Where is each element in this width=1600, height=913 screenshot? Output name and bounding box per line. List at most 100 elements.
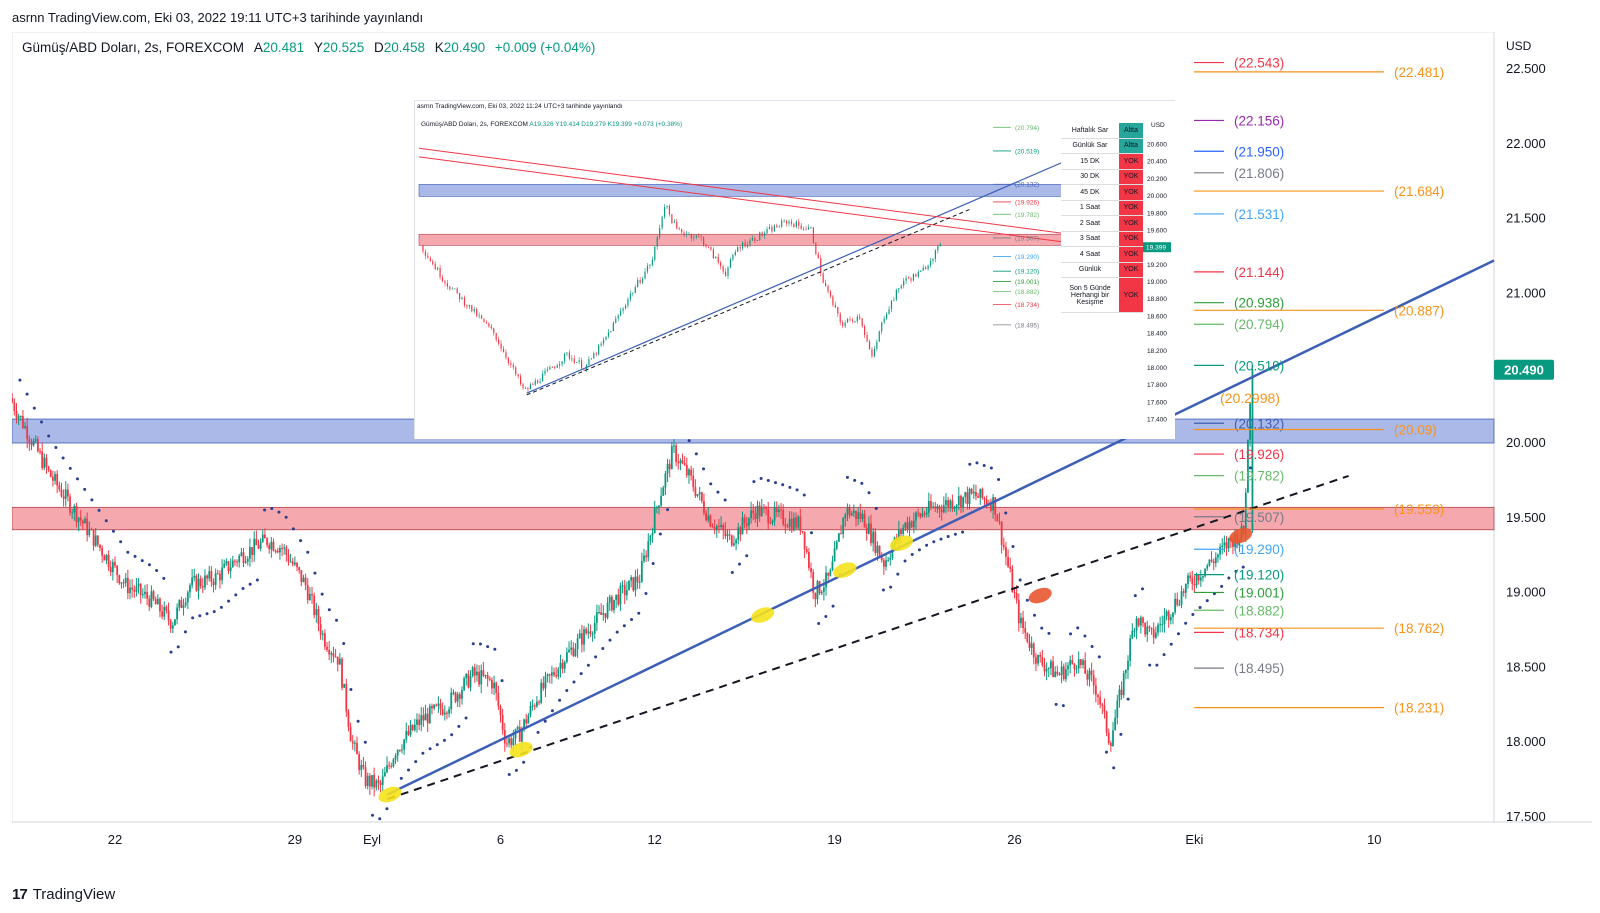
inset-level-label: (18.882) — [1015, 289, 1039, 296]
inset-candle-body — [629, 293, 631, 300]
candle-body — [1041, 656, 1044, 665]
signal-row: Son 5 Günde Herhangi bir Kesişme YOK — [1061, 277, 1143, 313]
candle-body — [651, 532, 654, 536]
candle-body — [720, 524, 722, 527]
candle-body — [242, 552, 245, 563]
symbol-legend[interactable]: Gümüş/ABD Doları, 2s, FOREXCOM A20.481 Y… — [22, 40, 595, 55]
sar-dot — [1004, 511, 1008, 515]
sar-dot — [399, 776, 403, 780]
inset-candle-body — [659, 228, 661, 238]
signal-name: 30 DK — [1061, 169, 1119, 185]
candle-body — [368, 775, 371, 787]
x-tick-label: 22 — [108, 832, 122, 847]
sar-dot — [313, 571, 317, 575]
candle-body — [1026, 632, 1029, 642]
candle-body — [210, 571, 213, 582]
inset-candle-body — [710, 246, 712, 250]
sar-dot — [219, 605, 223, 609]
candle-body — [861, 513, 864, 520]
candle-body — [1142, 617, 1144, 623]
candle-body — [889, 557, 892, 560]
candle-body — [41, 451, 44, 468]
candle-body — [1150, 627, 1153, 630]
candle-body — [347, 711, 350, 728]
candle-body — [56, 474, 59, 486]
sar-dot — [1112, 766, 1116, 770]
inset-candle-body — [673, 221, 675, 223]
candle-body — [1172, 612, 1174, 618]
candle-body — [1244, 492, 1247, 534]
level-label: (19.120) — [1234, 568, 1284, 583]
sar-dot — [1018, 578, 1022, 582]
candle-body — [351, 741, 354, 744]
candle-body — [1007, 556, 1009, 567]
candle-body — [1071, 660, 1074, 664]
candle-body — [148, 598, 151, 607]
candle-body — [810, 567, 812, 573]
sar-dot — [558, 698, 562, 702]
candle-body — [482, 670, 485, 676]
inset-candle-body — [934, 250, 936, 260]
sar-dot — [738, 562, 742, 566]
sar-dot — [83, 487, 87, 491]
candle-body — [540, 682, 543, 703]
sar-dot — [1105, 750, 1109, 754]
dashed-trendline — [387, 474, 1349, 800]
candle-body — [291, 561, 294, 565]
tradingview-logo[interactable]: 17 TradingView — [12, 886, 115, 903]
inset-candle-body — [707, 246, 710, 248]
candle-body — [448, 709, 450, 714]
candle-body — [99, 544, 101, 548]
chart-frame[interactable]: USD 17.500 18.000 18.500 19.000 19.500 20.000 2… — [12, 32, 1592, 878]
inset-level-label: (19.507) — [1015, 235, 1039, 242]
candle-body — [563, 661, 566, 669]
candle-body — [30, 442, 33, 446]
signal-status: YOK — [1119, 246, 1143, 263]
y-tick-label: 20.000 — [1506, 435, 1546, 450]
candle-body — [1176, 598, 1179, 605]
candle-body — [518, 726, 521, 742]
candle-body — [396, 750, 399, 756]
candle-body — [876, 545, 879, 553]
candle-body — [919, 513, 922, 517]
inset-candle-body — [820, 258, 822, 274]
candle-body — [805, 549, 808, 552]
sar-dot — [263, 508, 267, 512]
candle-body — [593, 622, 596, 634]
candle-body — [146, 591, 149, 599]
inset-candle-body — [510, 363, 512, 365]
inset-y-tick-label: 20.400 — [1147, 159, 1167, 166]
candle-body — [49, 470, 52, 477]
candle-body — [1097, 694, 1099, 698]
inset-candle-body — [754, 237, 756, 241]
candle-body — [1206, 565, 1209, 569]
candle-body — [855, 510, 857, 520]
candle-body — [1180, 591, 1183, 605]
sar-dot — [1205, 599, 1209, 603]
candle-body — [632, 577, 635, 591]
candle-body — [653, 508, 656, 533]
currency-label: USD — [1506, 39, 1532, 53]
candle-body — [22, 416, 24, 428]
sar-dot — [1234, 569, 1238, 573]
candle-body — [741, 517, 744, 535]
inset-candle-body — [727, 267, 729, 276]
candle-body — [1144, 622, 1147, 635]
candle-body — [604, 613, 607, 618]
inset-candle-body — [864, 326, 866, 335]
inset-candle-body — [698, 235, 700, 237]
candle-body — [403, 739, 406, 750]
candle-body — [381, 776, 384, 785]
sar-dot — [1040, 626, 1044, 630]
sar-dot — [845, 475, 849, 479]
candle-body — [583, 629, 585, 645]
inset-published-note: asrnn TradingView.com, Eki 03, 2022 11:2… — [417, 103, 623, 110]
candle-body — [1169, 617, 1172, 621]
open-value: 20.481 — [262, 40, 305, 55]
sar-dot — [622, 624, 626, 628]
candle-body — [1000, 521, 1003, 545]
signal-name: 1 Saat — [1061, 200, 1119, 216]
candle-body — [1223, 542, 1226, 546]
candle-body — [266, 538, 268, 545]
candle-body — [1219, 546, 1221, 555]
